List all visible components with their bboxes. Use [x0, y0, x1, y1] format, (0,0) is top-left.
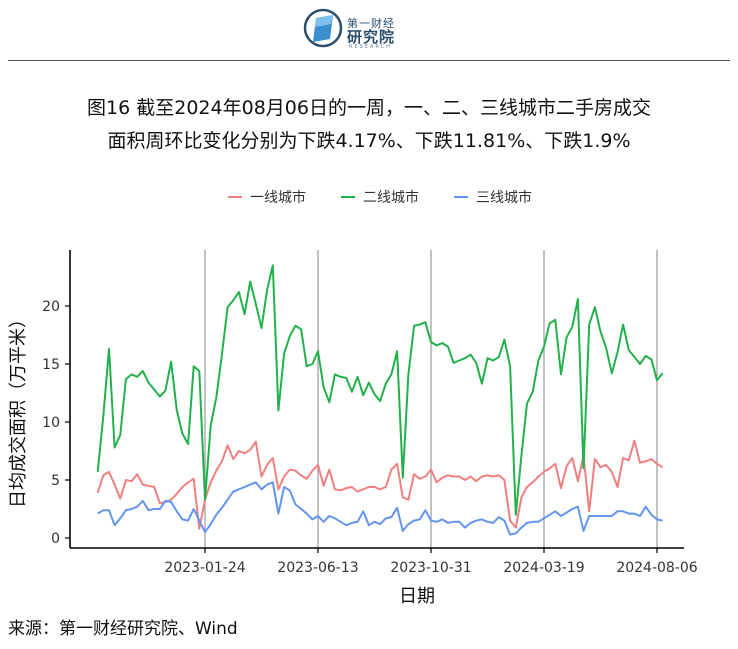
- y-tick-label-1: 5: [51, 473, 60, 489]
- logo-emblem-icon: [303, 8, 343, 48]
- y-axis-title: 日均成交面积（万平米）: [8, 310, 29, 508]
- header-divider: [8, 60, 730, 61]
- y-tick-label-4: 20: [42, 299, 60, 315]
- x-tick-label-1: 2023-06-13: [277, 560, 358, 576]
- x-tick-label-0: 2023-01-24: [164, 560, 245, 576]
- series-line-1: [96, 439, 664, 530]
- logo-text-large: 研究院: [347, 28, 396, 46]
- x-tick-label-2: 2023-10-31: [390, 560, 471, 576]
- legend-label-2: 二线城市: [363, 189, 419, 206]
- x-axis-title: 日期: [399, 586, 435, 607]
- line-chart: 0 5 10 15 20 2023-01-24 2023-06-13 2023-10-31 20…: [8, 189, 698, 607]
- legend-label-1: 一线城市: [250, 189, 306, 206]
- legend-label-3: 三线城市: [476, 189, 532, 206]
- x-tick-label-4: 2024-08-06: [616, 560, 697, 576]
- y-tick-label-2: 10: [42, 415, 60, 431]
- figure-title: 图16 截至2024年08月06日的一周，一、二、三线城市二手房成交 面积周环比…: [0, 92, 738, 158]
- series-line-3: [97, 481, 663, 536]
- y-tick-label-3: 15: [42, 357, 60, 373]
- series-line-2: [96, 264, 664, 516]
- x-tick-label-3: 2024-03-19: [503, 560, 584, 576]
- source-note: 来源：第一财经研究院、Wind: [8, 619, 238, 639]
- brand-logo: 第一财经 研究院 RESEARCH: [303, 6, 413, 52]
- logo-text-english: RESEARCH: [349, 44, 392, 50]
- y-tick-label-0: 0: [51, 531, 60, 547]
- figure-title-line-1: 图16 截至2024年08月06日的一周，一、二、三线城市二手房成交: [87, 97, 651, 119]
- figure-title-line-2: 面积周环比变化分别为下跌4.17%、下跌11.81%、下跌1.9%: [107, 130, 631, 152]
- logo-text-small: 第一财经: [347, 17, 395, 30]
